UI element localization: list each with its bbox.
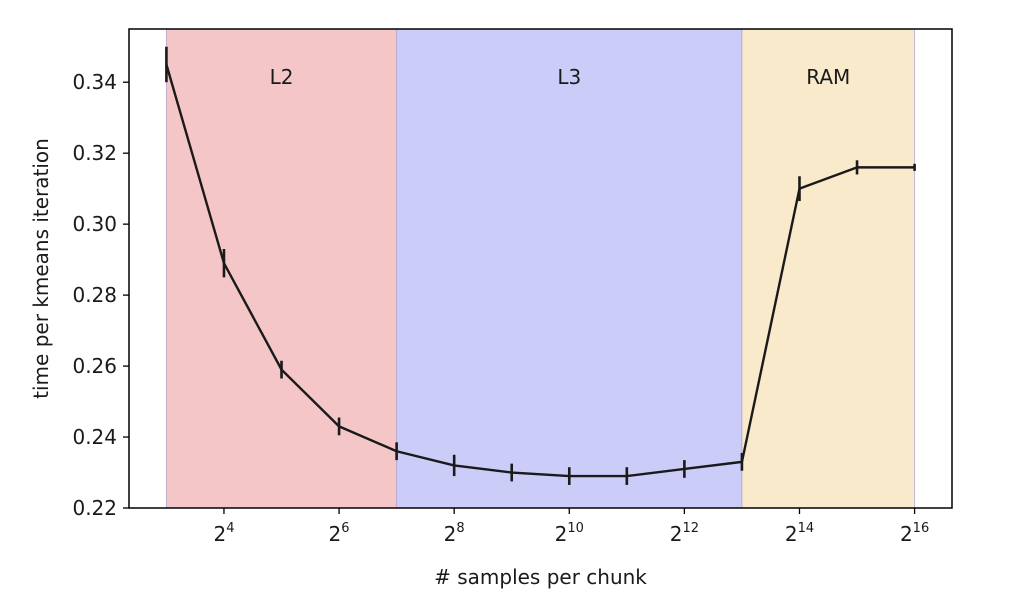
x-tick-label: 210 [555, 521, 584, 546]
region-labels: L2 L3 RAM [270, 65, 851, 89]
region-label-l2: L2 [270, 65, 294, 89]
cache-regions [165, 29, 916, 508]
x-tick-label: 216 [900, 521, 929, 546]
region-label-l3: L3 [557, 65, 581, 89]
y-tick-label: 0.30 [72, 212, 117, 236]
x-tick-label: 28 [444, 521, 465, 546]
plot-frame [128, 28, 953, 509]
x-tick-label: 26 [329, 521, 350, 546]
y-tick-label: 0.32 [72, 141, 117, 165]
series-line [165, 64, 915, 478]
region-label-ram: RAM [806, 65, 850, 89]
x-axis: 24 26 28 210 212 214 216 [213, 508, 929, 546]
region-l3 [396, 29, 742, 508]
region-ram [741, 29, 915, 508]
series-layer [165, 46, 916, 485]
x-axis-label: # samples per chunk [434, 565, 647, 589]
x-tick-label: 24 [213, 521, 234, 546]
y-axis: 0.22 0.24 0.26 0.28 0.30 0.32 0.34 [72, 70, 129, 520]
x-tick-label: 214 [785, 521, 814, 546]
y-axis-label: time per kmeans iteration [29, 138, 53, 399]
y-tick-label: 0.22 [72, 496, 117, 520]
y-tick-label: 0.34 [72, 70, 117, 94]
y-tick-label: 0.28 [72, 283, 117, 307]
x-tick-label: 212 [670, 521, 699, 546]
y-tick-label: 0.26 [72, 354, 117, 378]
region-l2 [166, 29, 397, 508]
y-tick-label: 0.24 [72, 425, 117, 449]
